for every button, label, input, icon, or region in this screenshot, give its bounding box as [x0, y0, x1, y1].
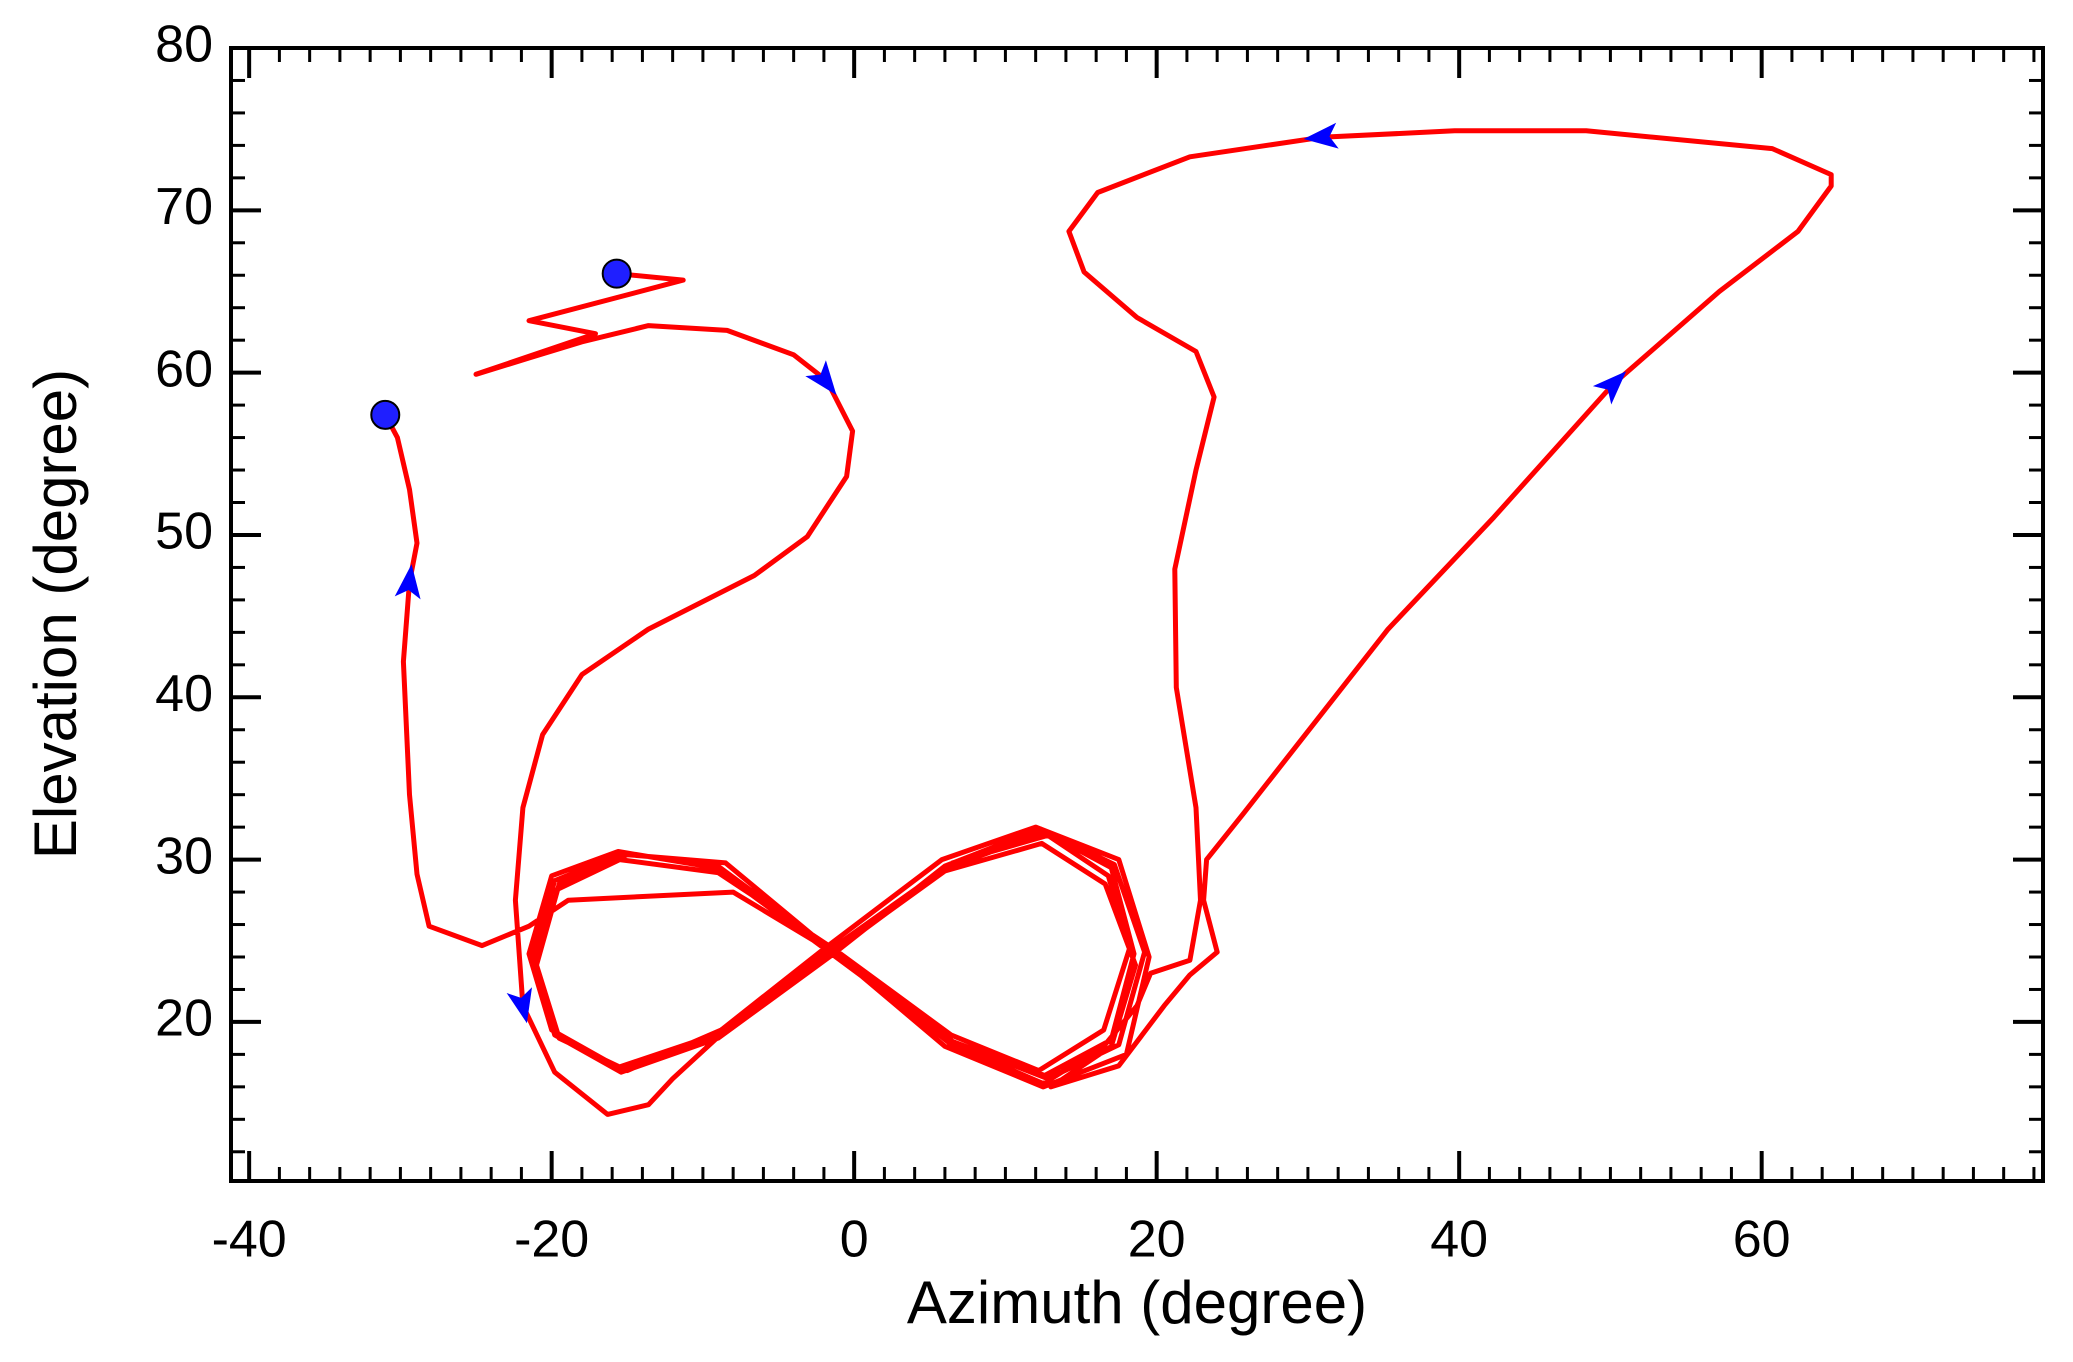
x-axis-title: Azimuth (degree) — [907, 1269, 1367, 1336]
endpoint-marker — [601, 258, 632, 289]
y-tick-label: 20 — [155, 990, 213, 1048]
x-tick-label: 20 — [1128, 1211, 1186, 1269]
direction-arrow — [506, 987, 532, 1024]
plot-frame — [229, 46, 2045, 1183]
y-tick-label: 30 — [155, 827, 213, 885]
endpoint-marker — [370, 399, 401, 430]
y-axis-title: Elevation (degree) — [22, 369, 89, 859]
x-tick-label: 0 — [840, 1211, 869, 1269]
y-tick-label: 70 — [155, 178, 213, 236]
y-tick-label: 60 — [155, 340, 213, 398]
x-tick-label: -40 — [212, 1211, 287, 1269]
direction-arrow — [1303, 122, 1339, 149]
y-tick-label: 50 — [155, 503, 213, 561]
y-tick-label: 40 — [155, 665, 213, 723]
x-tick-label: 60 — [1733, 1211, 1791, 1269]
direction-arrow — [394, 564, 421, 600]
direction-arrow — [1592, 371, 1627, 405]
x-tick-label: -20 — [514, 1211, 589, 1269]
trajectory-line — [382, 128, 1834, 1117]
x-tick-label: 40 — [1430, 1211, 1488, 1269]
direction-arrow — [805, 360, 837, 396]
y-tick-label: 80 — [155, 16, 213, 74]
